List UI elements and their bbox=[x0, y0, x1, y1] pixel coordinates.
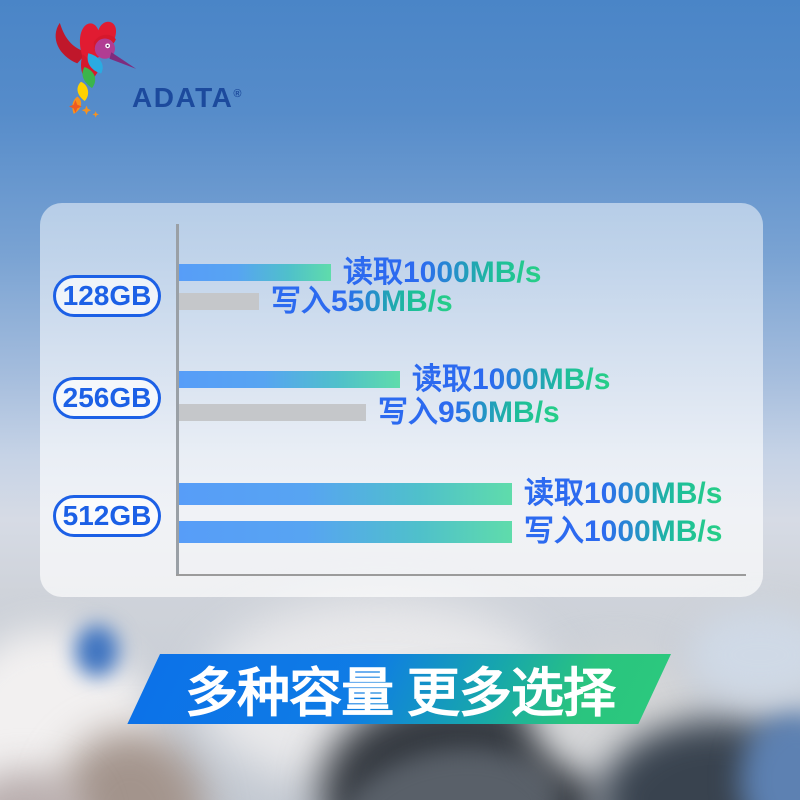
chart-x-axis-line bbox=[176, 574, 746, 576]
caption-banner-text: 多种容量 更多选择 bbox=[185, 664, 616, 723]
capacity-badge: 128GB bbox=[53, 275, 161, 317]
write-speed-bar bbox=[179, 521, 512, 543]
read-speed-bar bbox=[179, 371, 400, 388]
photo-blob-blue-object bbox=[75, 625, 119, 677]
chart-y-axis-line bbox=[176, 224, 179, 576]
speed-chart-panel: 128GB 读取1000MB/s 写入550MB/s 256GB 读取1000M… bbox=[40, 203, 763, 597]
read-speed-label: 读取1000MB/s bbox=[412, 363, 611, 396]
write-speed-label: 写入550MB/s bbox=[271, 285, 453, 318]
write-speed-bar bbox=[179, 293, 259, 310]
registered-mark: ® bbox=[233, 88, 242, 100]
capacity-badge: 512GB bbox=[53, 495, 161, 537]
read-speed-bar bbox=[179, 264, 331, 281]
write-speed-bar bbox=[179, 404, 366, 421]
capacity-badge: 256GB bbox=[53, 377, 161, 419]
write-speed-label: 写入950MB/s bbox=[378, 396, 560, 429]
write-speed-label: 写入1000MB/s bbox=[524, 515, 723, 548]
blurred-office-photo-backdrop bbox=[0, 540, 800, 800]
brand-wordmark: ADATA® bbox=[132, 82, 242, 113]
adata-hummingbird-icon bbox=[55, 21, 137, 118]
adata-logo: ADATA® bbox=[46, 14, 241, 120]
photo-blob-light-topright bbox=[690, 610, 800, 700]
read-speed-label: 读取1000MB/s bbox=[343, 256, 542, 289]
read-speed-label: 读取1000MB/s bbox=[524, 477, 723, 510]
read-speed-bar bbox=[179, 483, 512, 505]
